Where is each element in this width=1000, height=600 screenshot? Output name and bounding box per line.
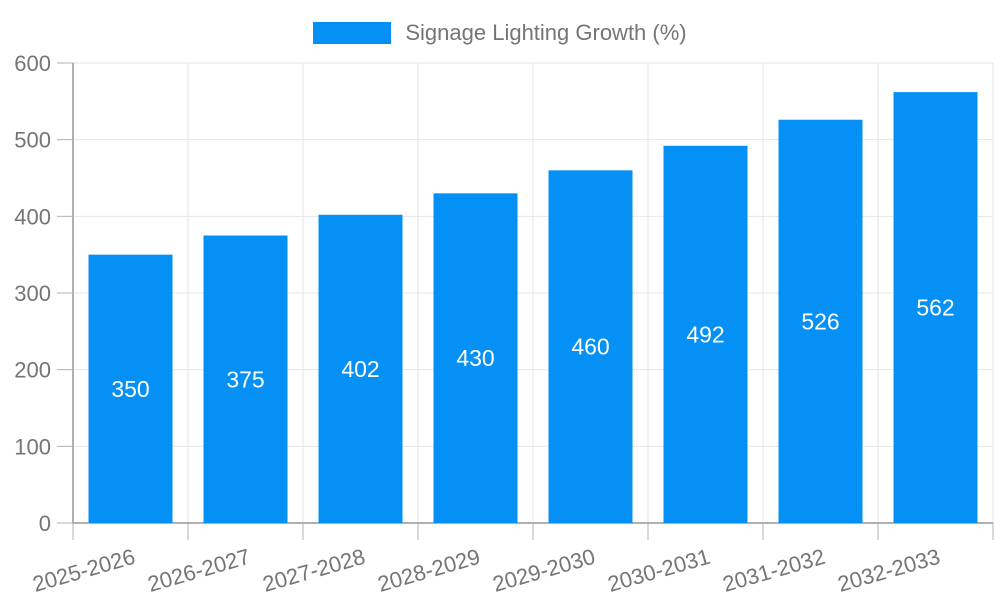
legend-swatch[interactable] xyxy=(313,22,392,44)
x-tick-label: 2026-2027 xyxy=(145,544,253,597)
bar-value-label: 375 xyxy=(226,366,264,392)
bar-2031-2032[interactable] xyxy=(778,119,863,523)
y-tick-label: 300 xyxy=(14,281,51,306)
bar-2026-2027[interactable] xyxy=(203,235,288,524)
x-tick-label: 2032-2033 xyxy=(835,544,943,597)
bar-value-label: 460 xyxy=(571,334,609,360)
y-tick-label: 500 xyxy=(14,128,51,153)
bar-2029-2030[interactable] xyxy=(548,170,633,524)
bar-value-label: 430 xyxy=(456,345,494,371)
bar-2028-2029[interactable] xyxy=(433,193,518,524)
bar-value-label: 562 xyxy=(916,295,954,321)
y-tick-label: 600 xyxy=(14,51,51,76)
bar-value-label: 350 xyxy=(111,376,149,402)
bar-2027-2028[interactable] xyxy=(318,214,403,524)
legend-label: Signage Lighting Growth (%) xyxy=(405,20,687,45)
y-tick-label: 0 xyxy=(39,511,51,536)
bar-value-label: 402 xyxy=(341,356,379,382)
x-tick-label: 2029-2030 xyxy=(490,544,598,597)
x-tick-label: 2031-2032 xyxy=(720,544,828,597)
x-tick-label: 2027-2028 xyxy=(260,544,368,597)
y-tick-label: 100 xyxy=(14,434,51,459)
x-tick-label: 2028-2029 xyxy=(375,544,483,597)
y-tick-label: 200 xyxy=(14,358,51,383)
bar-value-label: 526 xyxy=(801,308,839,334)
bar-value-label: 492 xyxy=(686,321,724,347)
legend[interactable]: Signage Lighting Growth (%) xyxy=(0,18,1000,48)
bar-2030-2031[interactable] xyxy=(663,145,748,524)
y-tick-label: 400 xyxy=(14,204,51,229)
bar-2025-2026[interactable] xyxy=(88,254,173,523)
bar-2032-2033[interactable] xyxy=(893,92,978,523)
x-tick-label: 2030-2031 xyxy=(605,544,713,597)
x-tick-label: 2025-2026 xyxy=(30,544,138,597)
